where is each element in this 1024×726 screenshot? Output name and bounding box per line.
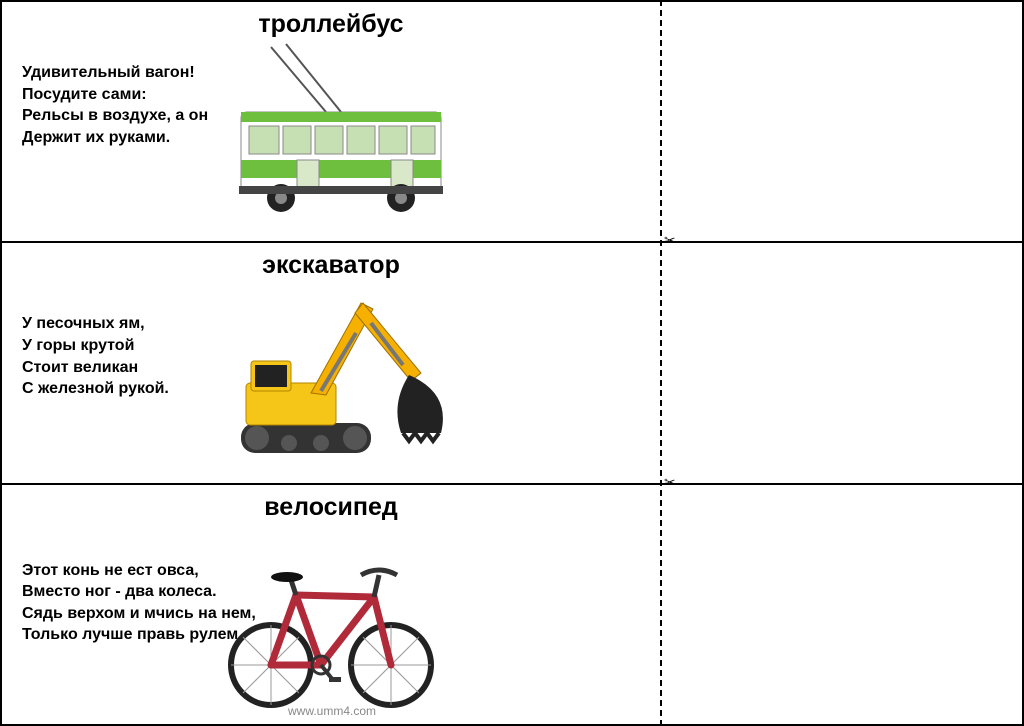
blank-column [660, 0, 1024, 726]
scissors-icon: ✂ [664, 474, 676, 491]
blank-card [660, 243, 1022, 484]
card-title: троллейбус [258, 10, 403, 39]
card-title: велосипед [264, 493, 398, 522]
card-excavator: экскаватор У песочных ям, У горы крутой … [2, 243, 660, 484]
cards-column: троллейбус Удивительный вагон! Посудите … [0, 0, 660, 726]
card-trolleybus: троллейбус Удивительный вагон! Посудите … [2, 2, 660, 243]
card-bicycle: велосипед Этот конь не ест овса, Вместо … [2, 485, 660, 724]
card-title: экскаватор [262, 251, 400, 280]
blank-card [660, 2, 1022, 243]
cut-line-vertical [660, 0, 662, 726]
bicycle-illustration [201, 525, 461, 720]
card-riddle: Удивительный вагон! Посудите сами: Рельс… [22, 62, 208, 148]
blank-card [660, 485, 1022, 724]
footer-url: www.umm4.com [2, 704, 662, 718]
excavator-illustration [191, 283, 471, 478]
trolleybus-illustration [201, 42, 461, 237]
scissors-icon: ✂ [664, 232, 676, 249]
card-riddle: У песочных ям, У горы крутой Стоит велик… [22, 313, 169, 399]
